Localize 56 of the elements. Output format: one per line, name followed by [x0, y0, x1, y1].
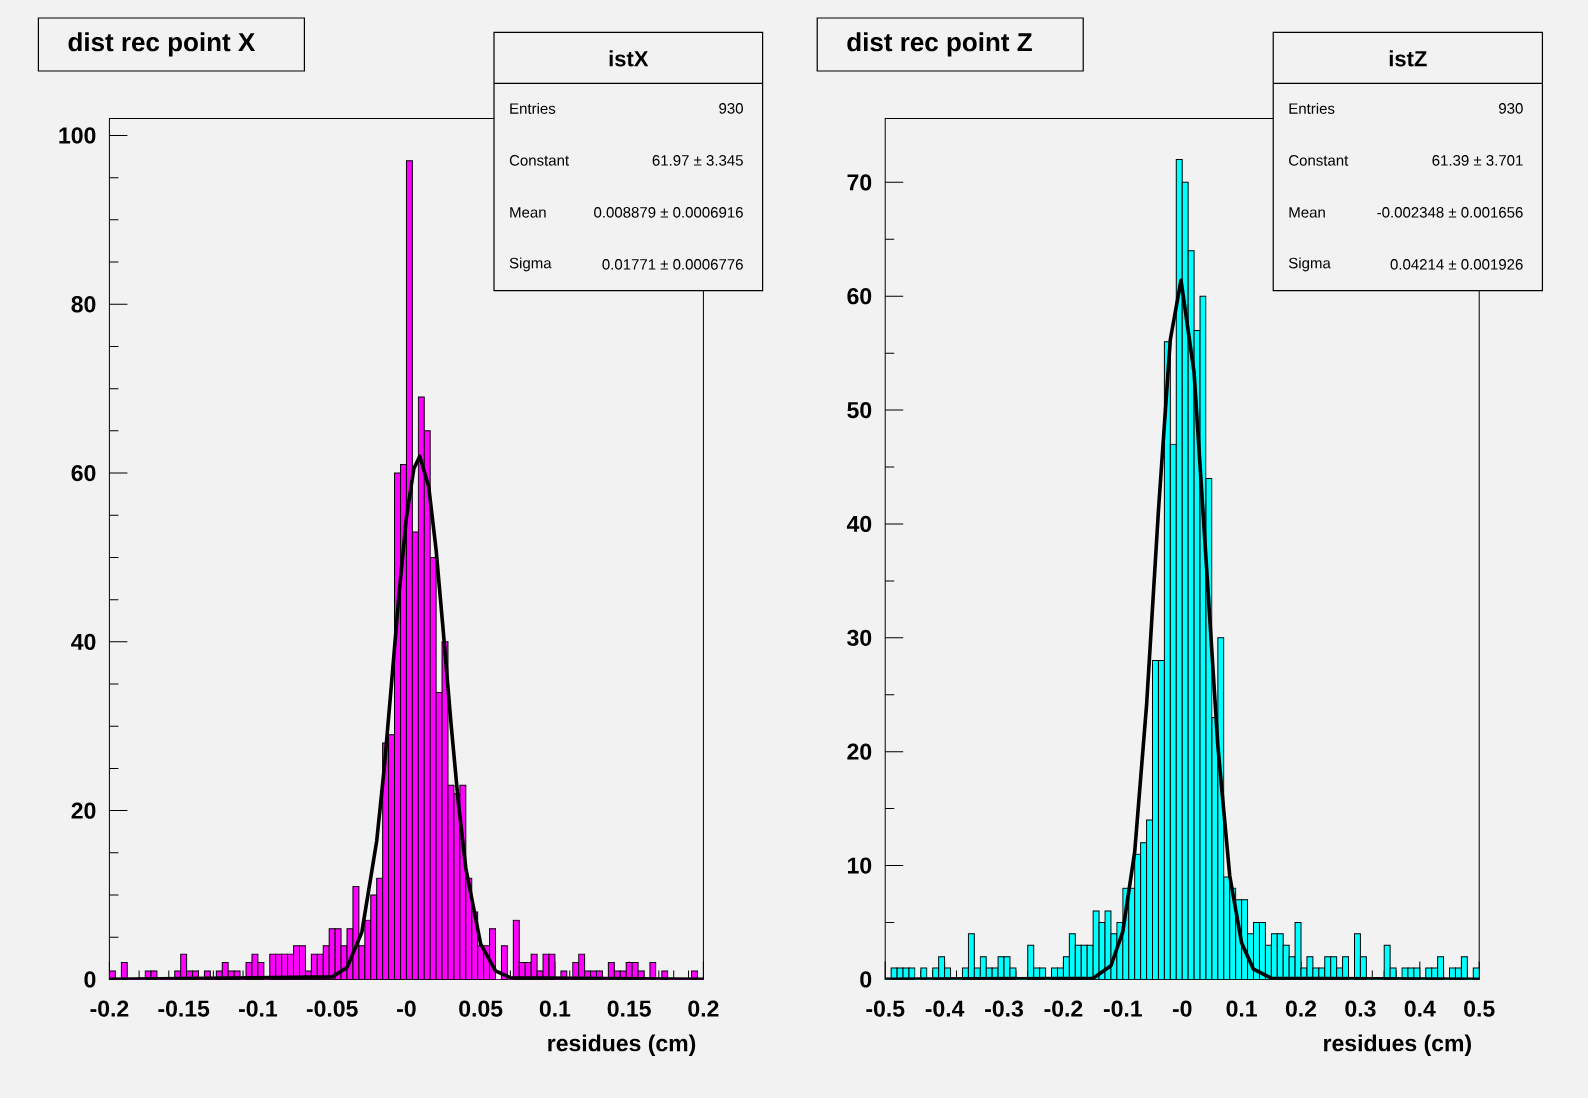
x-tick-label: 0.2	[1285, 1000, 1317, 1017]
y-tick-label: 70	[847, 174, 872, 191]
y-tick-label: 20	[71, 802, 96, 819]
x-tick-label: -0.2	[90, 1000, 129, 1017]
text: 930	[719, 103, 743, 114]
x-tick-label: 0.1	[539, 1000, 571, 1017]
y-tick-label: 20	[847, 743, 872, 760]
y-tick-label: 0	[860, 971, 872, 988]
x-tick-label: -0.15	[158, 1000, 210, 1017]
chart-title: dist rec point Z	[847, 32, 1032, 57]
y-tick-label: 50	[847, 401, 872, 419]
x-tick-label: -0.1	[239, 1000, 278, 1017]
annotation: Mean	[1289, 207, 1325, 218]
annotation: Constant	[1289, 155, 1349, 166]
y-tick-label: 40	[71, 633, 96, 650]
text: Entries	[510, 102, 556, 114]
y-tick-label: 60	[847, 288, 872, 305]
x-tick-label: 0.4	[1404, 1000, 1436, 1017]
text: istZ	[1389, 50, 1427, 67]
chart-title: dist rec point X	[68, 32, 256, 57]
x-tick-label: -0.3	[985, 1000, 1023, 1017]
y-tick-label: 30	[847, 629, 872, 646]
x-tick-label: -0.05	[306, 1000, 358, 1017]
annotation: Sigma	[509, 257, 552, 272]
y-tick-label: 0	[84, 971, 96, 988]
annotation: Sigma	[1288, 257, 1331, 272]
annotation: -0.002348 ± 0.001656	[1377, 207, 1523, 218]
annotation: Mean	[510, 207, 546, 218]
x-tick-label: -0.1	[1103, 1000, 1142, 1017]
x-tick-label: 0.1	[1226, 1000, 1257, 1017]
text: 930	[1499, 103, 1523, 114]
y-tick-label: 80	[71, 296, 96, 313]
y-tick-label: 40	[846, 515, 872, 533]
annotation: 0.008879 ± 0.0006916	[594, 207, 743, 218]
x-tick-label: -0.4	[925, 1000, 965, 1017]
annotation: Constant	[509, 155, 569, 166]
x-tick-label: -0	[397, 1000, 416, 1017]
text: Entries	[1289, 102, 1335, 114]
y-tick-label: 10	[848, 857, 872, 874]
annotation: 61.39 ± 3.701	[1432, 155, 1523, 166]
x-tick-label: 0.3	[1345, 1000, 1376, 1017]
annotation: 61.97 ± 3.345	[652, 155, 743, 166]
text: istX	[609, 50, 649, 67]
annotation: 0.01771 ± 0.0006776	[602, 259, 743, 270]
x-tick-label: 0.05	[459, 1000, 503, 1017]
x-tick-label: 0.2	[688, 1000, 719, 1017]
x-tick-label: -0.5	[866, 1000, 905, 1017]
x-axis-title: residues (cm)	[548, 1034, 696, 1056]
y-tick-label: 60	[71, 464, 96, 482]
x-tick-label: -0.2	[1044, 1000, 1083, 1017]
x-tick-label: -0	[1172, 1000, 1192, 1017]
x-tick-label: 0.15	[607, 1000, 651, 1017]
annotation: 0.04214 ± 0.001926	[1390, 259, 1523, 270]
x-tick-label: 0.5	[1464, 1000, 1495, 1017]
x-axis-title: residues (cm)	[1324, 1034, 1471, 1056]
y-tick-label: 100	[59, 127, 96, 144]
